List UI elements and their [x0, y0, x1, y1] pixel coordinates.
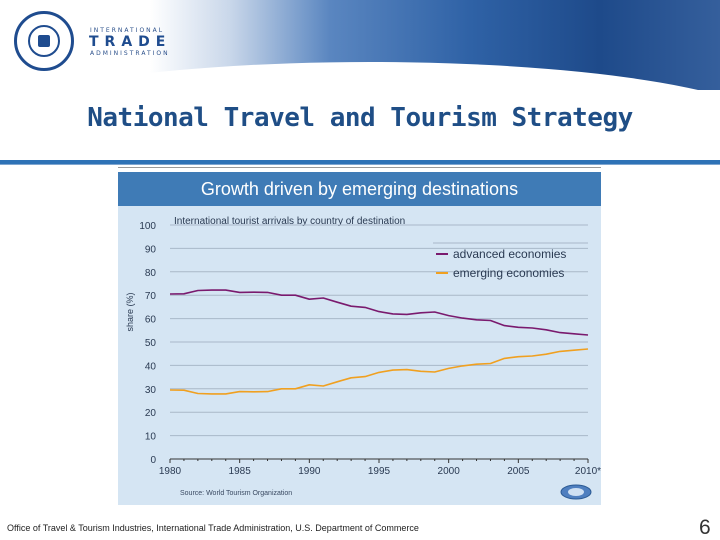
x-tick-label: 1995	[368, 466, 391, 477]
ita-logo-line1: INTERNATIONAL	[90, 27, 165, 34]
seal-eagle-shield	[38, 35, 50, 47]
series-line-advanced	[169, 289, 589, 336]
slide-title: National Travel and Tourism Strategy	[87, 103, 633, 133]
x-tick-label: 1985	[229, 466, 252, 477]
ita-logo-line3: ADMINISTRATION	[90, 50, 170, 57]
chart-banner: Growth driven by emerging destinations	[118, 172, 601, 206]
header-banner: INTERNATIONAL TRADE ADMINISTRATION	[0, 0, 720, 90]
x-tick-label: 2010*	[575, 466, 601, 477]
chart-frame-line	[118, 167, 601, 168]
header-curve	[0, 62, 720, 90]
y-tick-label: 100	[139, 221, 156, 232]
title-rule-thin	[0, 164, 720, 165]
legend-label: emerging economies	[453, 266, 564, 280]
chart-title: Growth driven by emerging destinations	[200, 179, 519, 199]
unwto-logo-inner	[568, 488, 584, 496]
title-rule	[0, 160, 720, 164]
line-chart: International tourist arrivals by countr…	[125, 216, 601, 500]
x-tick-label: 2005	[507, 466, 530, 477]
y-tick-label: 30	[145, 385, 157, 396]
y-tick-label: 70	[145, 291, 157, 302]
x-tick-label: 2000	[438, 466, 461, 477]
seal-inner-ring	[28, 25, 60, 57]
x-tick-label: 1990	[298, 466, 321, 477]
chart-source: Source: World Tourism Organization	[180, 490, 292, 497]
chart-subtitle: International tourist arrivals by countr…	[174, 216, 405, 227]
y-tick-label: 50	[145, 338, 157, 349]
legend-label: advanced economies	[453, 247, 566, 261]
commerce-seal-icon	[14, 11, 74, 71]
y-tick-label: 40	[145, 361, 157, 372]
y-tick-label: 0	[150, 455, 156, 466]
y-tick-label: 90	[145, 244, 157, 255]
y-tick-label: 20	[145, 408, 157, 419]
ita-logo-line2: TRADE	[89, 34, 172, 50]
footer-text: Office of Travel & Tourism Industries, I…	[7, 523, 419, 533]
slide-number: 6	[699, 516, 711, 539]
y-tick-label: 10	[145, 432, 157, 443]
y-tick-label: 80	[145, 268, 157, 279]
series-line-emerging	[169, 348, 589, 395]
chart-card: Growth driven by emerging destinations I…	[118, 172, 601, 505]
y-tick-label: 60	[145, 315, 157, 326]
y-axis-label: share (%)	[125, 292, 135, 331]
x-tick-label: 1980	[159, 466, 182, 477]
